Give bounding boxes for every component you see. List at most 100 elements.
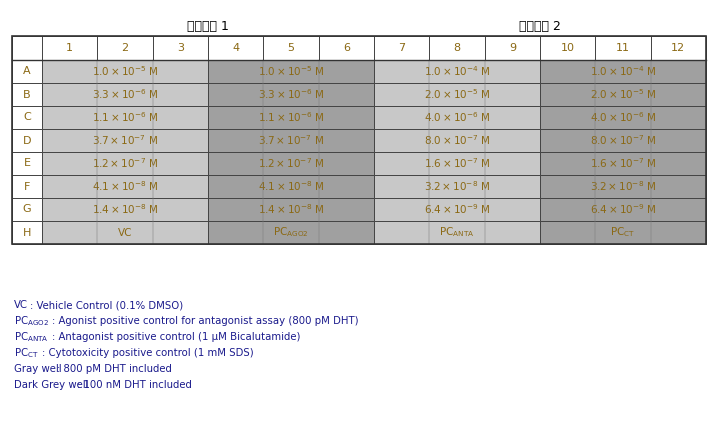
Bar xyxy=(540,36,595,60)
Text: 4: 4 xyxy=(232,43,239,53)
Bar xyxy=(12,60,42,83)
Text: $1.0 \times 10^{-4}$ M: $1.0 \times 10^{-4}$ M xyxy=(424,64,490,79)
Text: H: H xyxy=(23,227,32,238)
Text: : 800 pM DHT included: : 800 pM DHT included xyxy=(57,364,172,374)
Text: $6.4 \times 10^{-9}$ M: $6.4 \times 10^{-9}$ M xyxy=(424,202,490,216)
Text: : Antagonist positive control (1 μM Bicalutamide): : Antagonist positive control (1 μM Bica… xyxy=(52,332,301,342)
Bar xyxy=(540,152,706,175)
Bar xyxy=(12,152,42,175)
Bar xyxy=(208,198,374,221)
Bar xyxy=(319,36,374,60)
Text: : 100 nM DHT included: : 100 nM DHT included xyxy=(77,380,192,390)
Bar xyxy=(374,60,540,83)
Bar xyxy=(12,36,42,60)
Text: $2.0 \times 10^{-5}$ M: $2.0 \times 10^{-5}$ M xyxy=(590,87,657,101)
Bar xyxy=(208,152,374,175)
Text: B: B xyxy=(23,90,31,99)
Text: $3.3 \times 10^{-6}$ M: $3.3 \times 10^{-6}$ M xyxy=(92,87,158,101)
Text: $3.2 \times 10^{-8}$ M: $3.2 \times 10^{-8}$ M xyxy=(590,180,656,194)
Text: $1.2 \times 10^{-7}$ M: $1.2 \times 10^{-7}$ M xyxy=(92,157,158,170)
Text: $3.7 \times 10^{-7}$ M: $3.7 \times 10^{-7}$ M xyxy=(258,134,324,147)
Bar xyxy=(540,60,706,83)
Bar xyxy=(208,106,374,129)
Bar xyxy=(97,36,153,60)
Text: 2: 2 xyxy=(122,43,129,53)
Text: VC: VC xyxy=(117,227,132,238)
Bar xyxy=(485,36,540,60)
Text: 3: 3 xyxy=(177,43,184,53)
Text: $1.4 \times 10^{-8}$ M: $1.4 \times 10^{-8}$ M xyxy=(258,202,324,216)
Bar xyxy=(374,83,540,106)
Bar xyxy=(540,106,706,129)
Text: $6.4 \times 10^{-9}$ M: $6.4 \times 10^{-9}$ M xyxy=(590,202,657,216)
Text: $\mathrm{PC}_{\mathrm{ANTA}}$: $\mathrm{PC}_{\mathrm{ANTA}}$ xyxy=(440,226,475,239)
Bar xyxy=(42,83,208,106)
Bar xyxy=(42,129,208,152)
Text: $3.7 \times 10^{-7}$ M: $3.7 \times 10^{-7}$ M xyxy=(92,134,158,147)
Bar xyxy=(12,83,42,106)
Text: $\mathrm{PC}_{\mathrm{ANTA}}$: $\mathrm{PC}_{\mathrm{ANTA}}$ xyxy=(14,330,49,344)
Text: $1.1 \times 10^{-6}$ M: $1.1 \times 10^{-6}$ M xyxy=(258,111,324,124)
Text: 6: 6 xyxy=(343,43,350,53)
Text: $1.4 \times 10^{-8}$ M: $1.4 \times 10^{-8}$ M xyxy=(92,202,158,216)
Text: 10: 10 xyxy=(561,43,575,53)
Bar xyxy=(42,36,97,60)
Text: $1.0 \times 10^{-5}$ M: $1.0 \times 10^{-5}$ M xyxy=(258,64,324,79)
Text: $2.0 \times 10^{-5}$ M: $2.0 \times 10^{-5}$ M xyxy=(424,87,490,101)
Bar xyxy=(42,106,208,129)
Text: $1.2 \times 10^{-7}$ M: $1.2 \times 10^{-7}$ M xyxy=(258,157,324,170)
Bar xyxy=(12,175,42,198)
Text: $4.0 \times 10^{-6}$ M: $4.0 \times 10^{-6}$ M xyxy=(590,111,657,124)
Bar xyxy=(42,198,208,221)
Bar xyxy=(42,221,208,244)
Text: $1.0 \times 10^{-5}$ M: $1.0 \times 10^{-5}$ M xyxy=(92,64,158,79)
Text: : Cytotoxicity positive control (1 mM SDS): : Cytotoxicity positive control (1 mM SD… xyxy=(42,348,253,358)
Text: 12: 12 xyxy=(672,43,685,53)
Bar xyxy=(651,36,706,60)
Text: $\mathrm{PC}_{\mathrm{AGO2}}$: $\mathrm{PC}_{\mathrm{AGO2}}$ xyxy=(14,314,49,328)
Bar xyxy=(540,129,706,152)
Bar xyxy=(208,175,374,198)
Bar xyxy=(374,152,540,175)
Bar xyxy=(42,175,208,198)
Bar xyxy=(374,221,540,244)
Text: D: D xyxy=(23,135,32,146)
Bar xyxy=(42,152,208,175)
Bar xyxy=(374,106,540,129)
Bar xyxy=(12,198,42,221)
Text: $1.6 \times 10^{-7}$ M: $1.6 \times 10^{-7}$ M xyxy=(590,157,657,170)
Bar xyxy=(374,36,430,60)
Text: $1.1 \times 10^{-6}$ M: $1.1 \times 10^{-6}$ M xyxy=(92,111,158,124)
Bar xyxy=(12,106,42,129)
Bar xyxy=(208,221,374,244)
Bar xyxy=(12,221,42,244)
Text: 11: 11 xyxy=(616,43,630,53)
Bar xyxy=(42,60,208,83)
Bar xyxy=(540,83,706,106)
Text: 시험물질 2: 시험물질 2 xyxy=(519,20,561,33)
Text: $8.0 \times 10^{-7}$ M: $8.0 \times 10^{-7}$ M xyxy=(590,134,657,147)
Text: $3.3 \times 10^{-6}$ M: $3.3 \times 10^{-6}$ M xyxy=(258,87,324,101)
Bar xyxy=(208,36,263,60)
Text: $\mathrm{PC}_{\mathrm{CT}}$: $\mathrm{PC}_{\mathrm{CT}}$ xyxy=(14,346,39,360)
Bar xyxy=(374,129,540,152)
Text: E: E xyxy=(24,159,31,169)
Text: 5: 5 xyxy=(288,43,294,53)
Text: : Vehicle Control (0.1% DMSO): : Vehicle Control (0.1% DMSO) xyxy=(30,300,183,310)
Text: A: A xyxy=(23,67,31,76)
Text: $4.1 \times 10^{-8}$ M: $4.1 \times 10^{-8}$ M xyxy=(258,180,324,194)
Text: $3.2 \times 10^{-8}$ M: $3.2 \times 10^{-8}$ M xyxy=(424,180,490,194)
Bar xyxy=(540,198,706,221)
Text: : Agonist positive control for antagonist assay (800 pM DHT): : Agonist positive control for antagonis… xyxy=(52,316,359,326)
Bar xyxy=(374,198,540,221)
Bar xyxy=(153,36,208,60)
Text: F: F xyxy=(24,182,30,191)
Text: $\mathrm{PC}_{\mathrm{AGO2}}$: $\mathrm{PC}_{\mathrm{AGO2}}$ xyxy=(273,226,309,239)
Text: $4.1 \times 10^{-8}$ M: $4.1 \times 10^{-8}$ M xyxy=(92,180,158,194)
Text: C: C xyxy=(23,112,31,123)
Bar xyxy=(12,36,706,244)
Bar xyxy=(208,60,374,83)
Text: $8.0 \times 10^{-7}$ M: $8.0 \times 10^{-7}$ M xyxy=(424,134,490,147)
Text: $\mathrm{PC}_{\mathrm{CT}}$: $\mathrm{PC}_{\mathrm{CT}}$ xyxy=(611,226,636,239)
Text: Dark Grey well: Dark Grey well xyxy=(14,380,89,390)
